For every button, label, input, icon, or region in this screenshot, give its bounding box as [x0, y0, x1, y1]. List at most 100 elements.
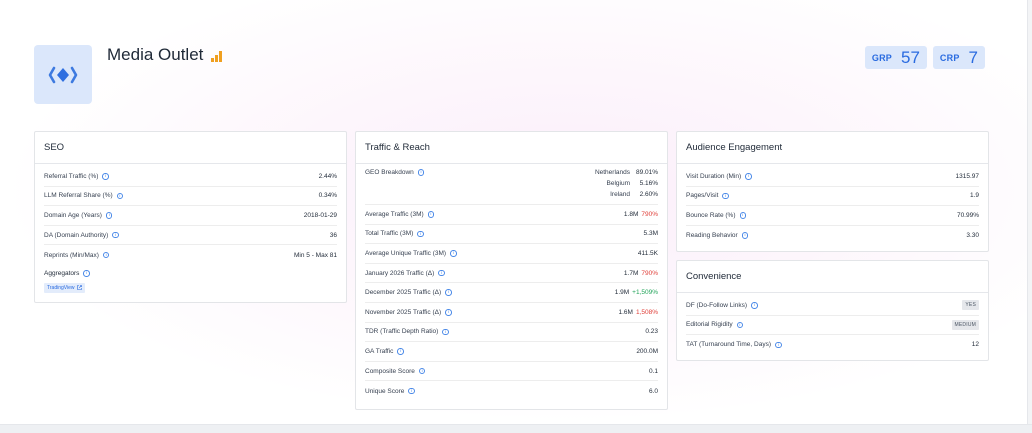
info-icon[interactable]: i	[775, 341, 782, 349]
row-label: Reprints (Min/Max)	[44, 251, 99, 259]
info-icon[interactable]: i	[741, 232, 749, 239]
geo-country: Netherlands	[594, 169, 630, 176]
seo-row: Reprints (Min/Max) i Min 5 - Max 81	[44, 245, 337, 265]
row-label: Composite Score	[365, 367, 415, 375]
row-label: Pages/Visit	[686, 192, 719, 200]
traffic-row: Total Traffic (3M) i 5.3M	[365, 225, 658, 245]
row-label: TDR (Traffic Depth Ratio)	[365, 328, 439, 336]
geo-item: Belgium 5.16%	[595, 180, 658, 187]
geo-breakdown-row: GEO Breakdown i Netherlands 89.01% Belgium…	[365, 164, 658, 205]
row-value: Min 5 - Max 81	[294, 251, 337, 259]
row-label: January 2026 Traffic (Δ)	[365, 269, 435, 277]
info-icon[interactable]: i	[397, 348, 404, 355]
traffic-title: Traffic & Reach	[356, 132, 667, 164]
crp-badge: CRP 7	[932, 46, 985, 69]
geo-pct: 2.60%	[639, 191, 658, 198]
info-icon[interactable]: i	[417, 169, 425, 176]
info-icon[interactable]: i	[445, 309, 452, 316]
seo-card: SEO Referral Traffic (%) i 2.44% LLM Refer…	[34, 131, 347, 303]
row-value: 1.8M	[623, 210, 639, 218]
row-label: Average Traffic (3M)	[365, 210, 424, 218]
row-value-group: 6.0	[649, 388, 658, 395]
row-value-group: 1.6M 1,508%	[619, 309, 659, 316]
info-icon[interactable]: i	[445, 289, 452, 296]
engagement-card: Audience Engagement Visit Duration (Min)…	[676, 131, 989, 252]
row-value-group: 1.8M 790%	[624, 211, 658, 218]
info-icon[interactable]: i	[102, 173, 109, 180]
geo-pct: 5.16%	[639, 180, 658, 187]
convenience-card: Convenience DF (Do-Follow Links) i YES Edi…	[676, 260, 989, 361]
external-link-icon	[76, 285, 82, 291]
engagement-row: Pages/Visit i 1.9	[686, 187, 979, 207]
row-delta: +1,509%	[632, 289, 658, 297]
row-label: Total Traffic (3M)	[365, 230, 414, 238]
row-label: November 2025 Traffic (Δ)	[365, 308, 442, 316]
row-value-group: 0.1	[649, 368, 658, 375]
info-icon[interactable]: i	[438, 269, 445, 277]
info-icon[interactable]: i	[418, 367, 426, 375]
row-value: 36	[329, 231, 337, 239]
traffic-row: Unique Score i 6.0	[365, 381, 658, 401]
engagement-row: Bounce Rate (%) i 70.99%	[686, 206, 979, 226]
row-value: 0.23	[645, 328, 658, 336]
row-value: 5.3M	[643, 230, 658, 238]
info-icon[interactable]: i	[417, 230, 424, 238]
row-value: 200.0M	[636, 347, 658, 355]
outlet-logo	[34, 45, 92, 104]
page: Media Outlet GRP 57 CRP 7 SEO Referral T…	[0, 0, 1028, 424]
geo-list: Netherlands 89.01% Belgium 5.16% Ireland 2.…	[595, 169, 658, 198]
row-label: Visit Duration (Min)	[686, 172, 742, 180]
traffic-row: Average Traffic (3M) i 1.8M 790%	[365, 205, 658, 225]
row-value: 0.34%	[318, 192, 337, 200]
row-delta: 1,508%	[635, 308, 658, 316]
media-diamond-logo-icon	[48, 66, 78, 83]
aggregator-tag-link[interactable]: TradingView	[44, 282, 85, 293]
signal-bars-icon	[211, 50, 222, 62]
score-badges: GRP 57 CRP 7	[864, 46, 985, 69]
grp-value: 57	[901, 47, 920, 67]
row-label: Average Unique Traffic (3M)	[365, 249, 447, 257]
grp-badge: GRP 57	[864, 46, 927, 69]
seo-row: LLM Referral Share (%) i 0.34%	[44, 187, 337, 207]
row-value: 411.5K	[637, 249, 658, 257]
info-icon[interactable]: i	[739, 212, 746, 219]
row-value: 1.7M	[623, 269, 639, 277]
row-label: TAT (Turnaround Time, Days)	[686, 341, 772, 349]
info-icon[interactable]: i	[427, 211, 435, 218]
info-icon[interactable]: i	[736, 321, 744, 329]
info-icon[interactable]: i	[442, 328, 449, 336]
title-row: Media Outlet	[107, 45, 222, 65]
row-label: December 2025 Traffic (Δ)	[365, 289, 442, 297]
aggregators-label: Aggregators	[44, 269, 80, 277]
aggregator-tag-label: TradingView	[47, 284, 75, 291]
info-icon[interactable]: i	[83, 270, 90, 277]
row-value: 12	[971, 341, 979, 349]
row-value: 6.0	[648, 387, 658, 395]
info-icon[interactable]: i	[105, 212, 113, 219]
engagement-title: Audience Engagement	[677, 132, 988, 164]
info-icon[interactable]: i	[450, 250, 457, 257]
info-icon[interactable]: i	[408, 387, 415, 395]
row-label: GA Traffic	[365, 347, 394, 355]
aggregators: Aggregators i TradingView	[44, 265, 337, 293]
medium-chip: MEDIUM	[951, 319, 979, 330]
convenience-row: TAT (Turnaround Time, Days) i 12	[686, 335, 979, 355]
row-label: Unique Score	[365, 387, 405, 395]
info-icon[interactable]: i	[722, 192, 729, 200]
info-icon[interactable]: i	[745, 173, 752, 180]
row-delta: 790%	[641, 269, 658, 277]
info-icon[interactable]: i	[112, 231, 119, 239]
engagement-row: Visit Duration (Min) i 1315.97	[686, 167, 979, 187]
traffic-row: Average Unique Traffic (3M) i 411.5K	[365, 244, 658, 264]
row-value: 2018-01-29	[303, 211, 337, 219]
row-value-group: 411.5K	[638, 250, 658, 257]
row-label: DF (Do-Follow Links)	[686, 301, 748, 309]
info-icon[interactable]: i	[751, 302, 758, 309]
convenience-title: Convenience	[677, 261, 988, 293]
traffic-row: November 2025 Traffic (Δ) i 1.6M 1,508%	[365, 303, 658, 323]
seo-title: SEO	[35, 132, 346, 164]
info-icon[interactable]: i	[102, 251, 110, 259]
row-label: Domain Age (Years)	[44, 211, 102, 219]
row-delta: 790%	[641, 210, 658, 218]
info-icon[interactable]: i	[116, 192, 124, 200]
